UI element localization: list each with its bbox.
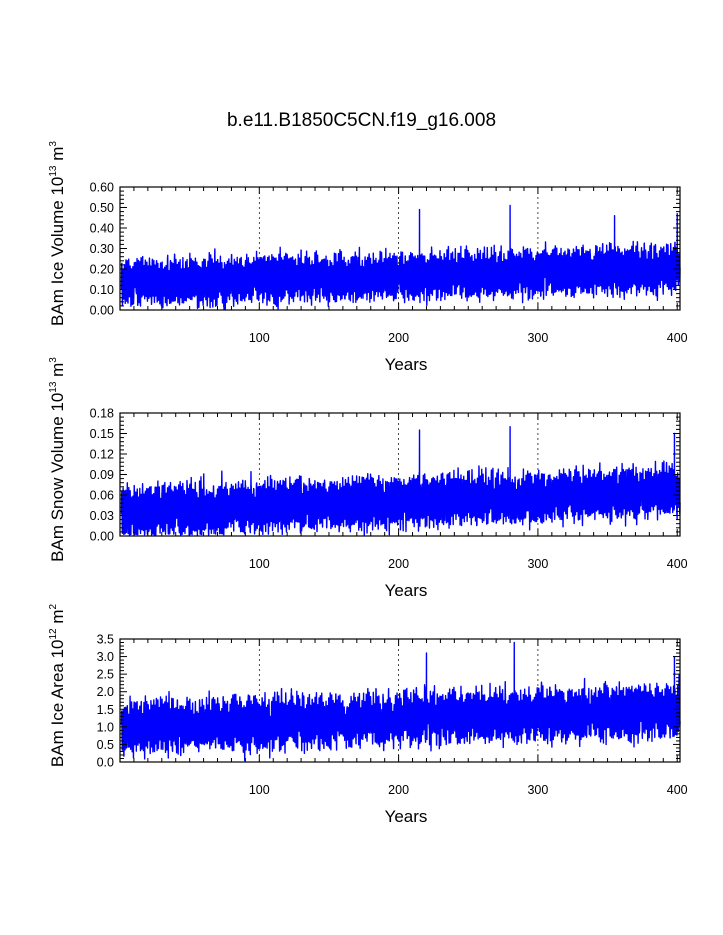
x-axis-title: Years xyxy=(385,581,428,600)
x-tick-label: 300 xyxy=(527,331,548,345)
y-axis-title: BAm Ice Volume 1013 m3 xyxy=(48,141,67,326)
series-line xyxy=(120,425,681,537)
x-tick-label: 400 xyxy=(667,783,688,797)
x-axis-title: Years xyxy=(385,355,428,374)
panel-1: 100 200 300 400 Years 0.00 0.10 0.20 0.30 0.40 0.5… xyxy=(48,141,688,374)
y-tick-label: 0.00 xyxy=(90,304,114,318)
panel-2: 100 200 300 400 Years 0.00 0.03 0.06 0.09 0.12 0.1… xyxy=(48,357,688,600)
y-tick-label: 0.15 xyxy=(90,427,114,441)
y-axis-title: BAm Snow Volume 1013 m3 xyxy=(48,357,67,562)
y-tick-label: 3.0 xyxy=(97,650,114,664)
figure-title: b.e11.B1850C5CN.f19_g16.008 xyxy=(226,110,497,131)
x-axis-title: Years xyxy=(385,807,428,826)
y-tick-label: 0.03 xyxy=(90,509,114,523)
y-tick-label: 0.00 xyxy=(90,530,114,544)
y-tick-label: 0.30 xyxy=(90,242,114,256)
y-tick-label: 1.0 xyxy=(97,720,114,734)
x-tick-label: 200 xyxy=(388,557,409,571)
y-tick-label: 0.5 xyxy=(97,738,114,752)
y-tick-label: 1.5 xyxy=(97,703,114,717)
x-tick-label: 100 xyxy=(249,557,270,571)
y-tick-label: 0.40 xyxy=(90,222,114,236)
y-tick-label: 0.60 xyxy=(90,181,114,195)
y-tick-label: 0.12 xyxy=(90,448,114,462)
y-axis-title: BAm Ice Area 1012 m2 xyxy=(48,603,67,767)
y-tick-label: 2.5 xyxy=(97,668,114,682)
x-tick-label: 100 xyxy=(249,331,270,345)
panel-3: 100 200 300 400 Years 0.0 0.5 1.0 1.5 2.0 2.5 3.0 3.… xyxy=(48,603,688,826)
x-tick-label: 400 xyxy=(667,331,688,345)
y-tick-label: 0.06 xyxy=(90,489,114,503)
series-line xyxy=(120,641,681,762)
plot-frame xyxy=(119,638,681,763)
x-tick-label: 200 xyxy=(388,783,409,797)
y-tick-label: 0.09 xyxy=(90,468,114,482)
x-tick-label: 400 xyxy=(667,557,688,571)
x-tick-label: 200 xyxy=(388,331,409,345)
series-line xyxy=(120,204,681,311)
y-tick-label: 2.0 xyxy=(97,685,114,699)
y-tick-label: 0.10 xyxy=(90,283,114,297)
x-tick-label: 300 xyxy=(527,557,548,571)
y-tick-label: 0.18 xyxy=(90,407,114,421)
x-tick-label: 100 xyxy=(249,783,270,797)
y-tick-label: 0.50 xyxy=(90,201,114,215)
y-tick-label: 0.0 xyxy=(97,756,114,770)
y-tick-label: 0.20 xyxy=(90,263,114,277)
x-tick-label: 300 xyxy=(527,783,548,797)
y-tick-label: 3.5 xyxy=(97,633,114,647)
